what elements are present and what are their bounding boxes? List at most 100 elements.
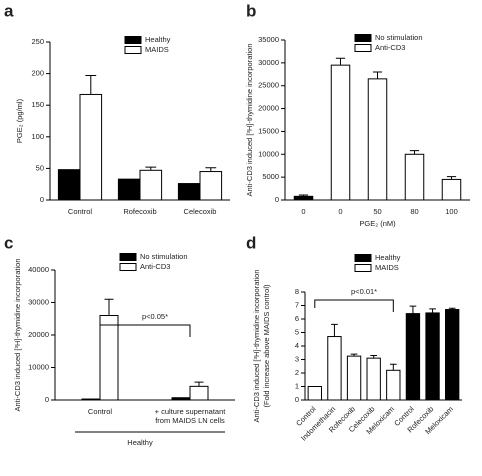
legend-label: Healthy [375,253,401,262]
bar [139,169,163,201]
y-tick-label: 0 [40,195,44,204]
y-axis-label: Anti-CD3 induced [³H]-thymidine incorpor… [245,44,254,197]
bar [327,336,342,401]
y-axis-label: (Fold increase above MAIDS control) [262,284,271,407]
bar [445,309,460,401]
y-tick-label: 7 [295,300,299,309]
legend-label: Healthy [145,35,171,44]
error-bar [448,307,456,310]
bar [367,78,388,201]
y-tick-label: 20000 [28,330,49,339]
bar [405,313,421,401]
y-tick-label: 6 [295,314,299,323]
y-tick-label: 0 [295,395,299,404]
bracket [314,299,394,312]
y-tick-label: 35000 [258,35,279,44]
legend-swatch [354,34,372,42]
bar [386,369,401,401]
bar [177,183,201,201]
y-tick-label: 8 [295,287,299,296]
x-tick-label: Celecoxib [184,207,217,216]
y-tick-label: 15000 [258,126,279,135]
y-tick-label: 0 [275,195,279,204]
error-bar [370,354,378,359]
bar [81,398,101,401]
legend-swatch [354,44,372,52]
panel-letter: c [4,233,13,252]
y-tick-label: 20000 [258,104,279,113]
y-tick-label: 10000 [28,362,49,371]
panel-letter: d [246,233,256,252]
legend-swatch [354,254,372,262]
error-bar [335,57,346,66]
annotation: p<0.05* [142,312,168,321]
bar [307,386,322,401]
x-axis-label: PGE₂ (nM) [359,219,396,228]
legend-swatch [124,46,142,54]
bar [293,195,314,201]
legend-label: Anti-CD3 [375,43,405,52]
y-tick-label: 25000 [258,81,279,90]
error-bar [389,363,397,371]
x-tick-label: 50 [373,207,381,216]
annotation: p<0.01* [351,287,377,296]
error-bar [446,176,457,180]
error-bar [85,74,97,95]
bar [425,312,440,401]
bar [171,397,191,401]
x-tick-label: 100 [445,207,458,216]
legend-swatch [124,36,142,44]
bar [79,93,103,201]
error-bar [145,166,157,171]
bar [366,357,381,401]
legend-label: No stimulation [375,33,423,42]
x-tick-label: Control [88,407,113,416]
error-bar [350,353,358,357]
y-axis-label: PGE₂ (pg/ml) [15,98,24,143]
y-tick-label: 5 [295,327,299,336]
y-tick-label: 200 [31,69,44,78]
y-axis-label: Anti-CD3 induced [³H]-thymidine incorpor… [252,270,261,423]
y-tick-label: 5000 [262,172,279,181]
y-tick-label: 4 [295,341,299,350]
legend-label: Anti-CD3 [140,262,170,271]
y-tick-label: 50 [36,163,44,172]
y-tick-label: 1 [295,381,299,390]
bar [117,178,141,201]
y-tick-label: 100 [31,132,44,141]
error-bar [331,323,338,337]
error-bar [205,167,217,172]
bar [199,171,223,201]
error-bar [409,305,417,314]
panel-letter: b [246,1,256,20]
bar [441,178,462,201]
bar [189,385,209,401]
legend-swatch [119,253,137,261]
y-axis-label: Anti-CD3 induced [³H]-thymidine incorpor… [13,259,22,412]
x-tick-label: 0 [301,207,305,216]
y-tick-label: 2 [295,368,299,377]
error-bar [429,308,436,313]
error-bar [409,150,420,155]
bar [57,169,81,201]
legend-label: No stimulation [140,252,188,261]
y-tick-label: 150 [31,100,44,109]
bar [330,64,351,201]
y-tick-label: 30000 [28,297,49,306]
legend-swatch [354,264,372,272]
bar [404,153,425,201]
y-tick-label: 10000 [258,149,279,158]
y-tick-label: 250 [31,37,44,46]
x-tick-label: + culture supernatant [155,407,227,416]
panel-letter: a [4,1,14,20]
x-tick-label: Control [68,207,93,216]
bar [99,315,119,401]
bracket [99,324,191,337]
x-tick-label: Rofecoxib [123,207,156,216]
group-label: Healthy [127,438,153,447]
error-bar [298,194,309,197]
bar [346,355,362,401]
legend-swatch [119,263,137,271]
y-tick-label: 0 [45,395,49,404]
